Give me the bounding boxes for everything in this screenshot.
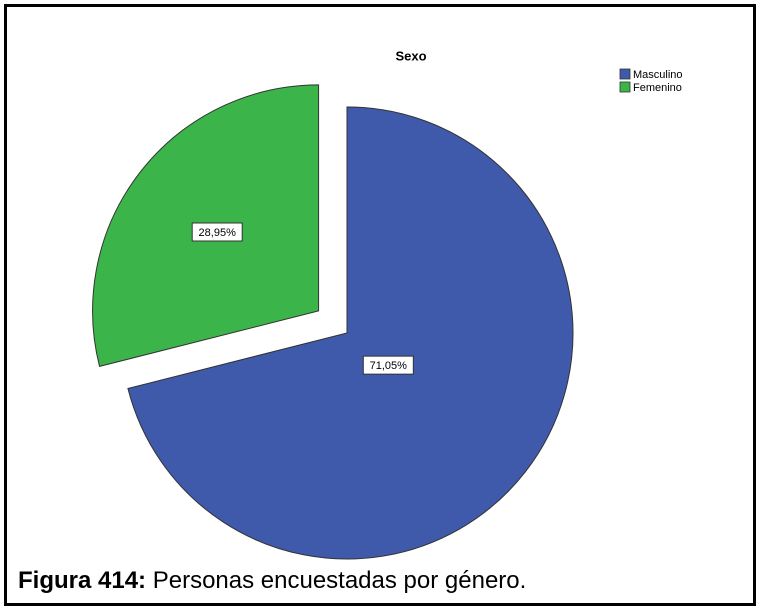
pie-slice (127, 106, 574, 560)
caption: Figura 414: Personas encuestadas por gén… (18, 567, 526, 594)
data-label: 71,05% (370, 360, 408, 372)
data-label: 28,95% (199, 227, 237, 239)
label-box (362, 355, 414, 375)
legend-label: Masculino (633, 69, 683, 81)
legend-swatch (619, 68, 631, 80)
legend-swatch (619, 81, 631, 93)
caption-label: Figura 414: (18, 567, 146, 594)
caption-text: Personas encuestadas por género. (153, 567, 527, 594)
label-box (191, 222, 243, 242)
legend-label: Femenino (633, 82, 682, 94)
chart-title: Sexo (395, 48, 426, 63)
